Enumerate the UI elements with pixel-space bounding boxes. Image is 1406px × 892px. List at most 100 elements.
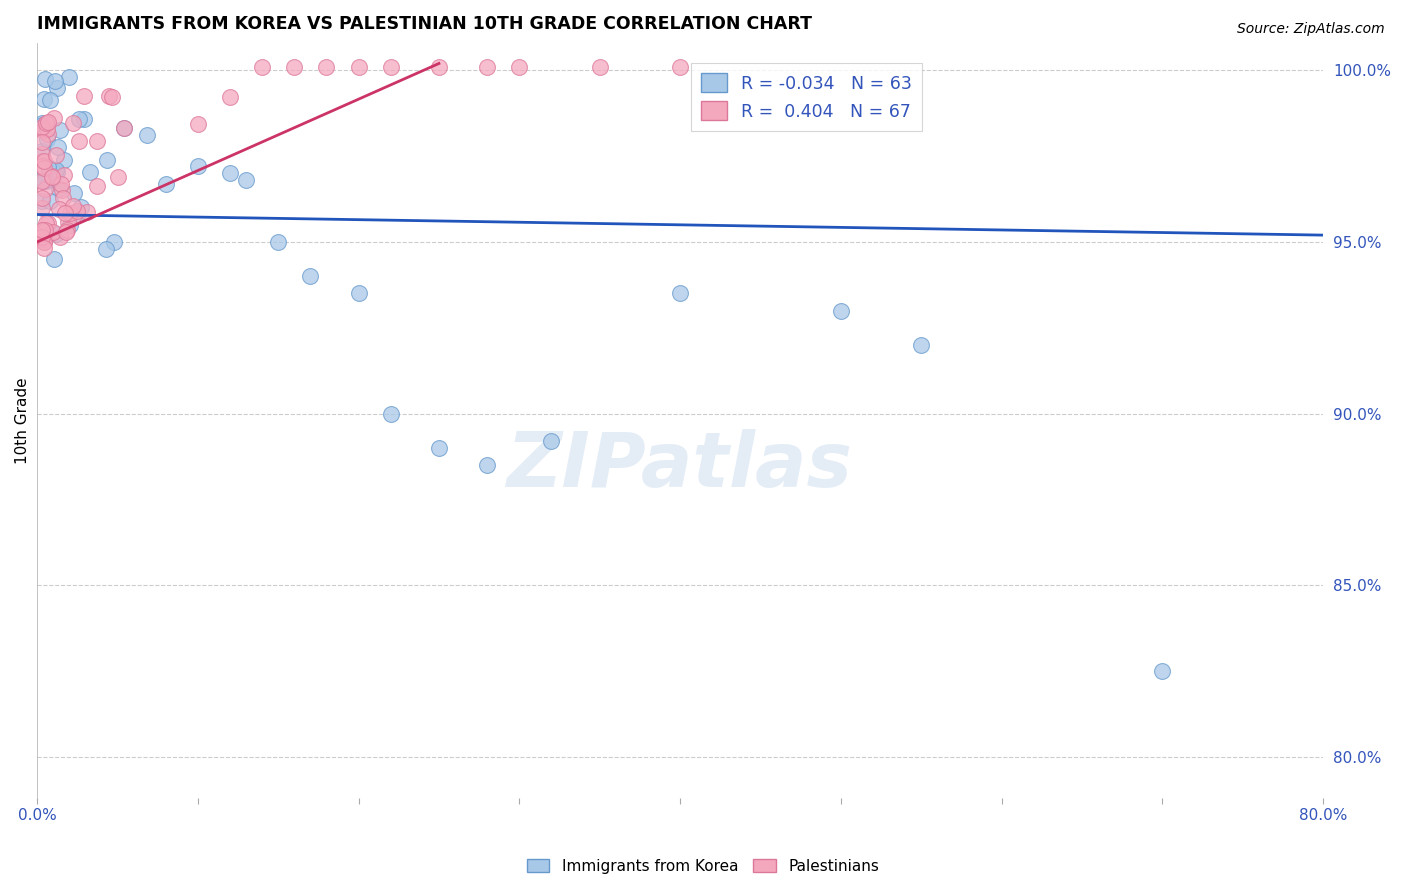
- Point: [35, 174, 58, 188]
- Point: [58, 70, 80, 84]
- Point: [73, 112, 96, 127]
- Point: [62, 199, 84, 213]
- Point: [187, 117, 209, 131]
- Point: [31, 191, 53, 205]
- Point: [910, 338, 932, 352]
- Point: [86, 178, 108, 193]
- Point: [31, 135, 53, 149]
- Point: [427, 441, 450, 455]
- Point: [67, 112, 90, 127]
- Point: [42, 167, 65, 181]
- Point: [347, 286, 370, 301]
- Point: [62, 116, 84, 130]
- Point: [59, 205, 82, 219]
- Point: [31, 194, 53, 208]
- Point: [67, 134, 90, 148]
- Point: [69, 200, 91, 214]
- Point: [52, 153, 75, 168]
- Point: [31, 147, 53, 161]
- Point: [540, 434, 562, 448]
- Point: [37, 115, 59, 129]
- Point: [35, 115, 58, 129]
- Point: [32, 174, 55, 188]
- Point: [39, 194, 62, 208]
- Point: [34, 71, 56, 86]
- Point: [31, 232, 53, 246]
- Point: [187, 160, 209, 174]
- Point: [112, 120, 135, 135]
- Point: [49, 123, 72, 137]
- Point: [46, 165, 69, 179]
- Text: ZIPatlas: ZIPatlas: [508, 429, 853, 503]
- Point: [39, 93, 62, 107]
- Point: [31, 160, 53, 174]
- Text: Source: ZipAtlas.com: Source: ZipAtlas.com: [1237, 22, 1385, 37]
- Point: [53, 169, 76, 183]
- Point: [44, 73, 66, 87]
- Point: [79, 165, 101, 179]
- Point: [235, 173, 257, 187]
- Point: [48, 182, 70, 196]
- Point: [42, 111, 65, 125]
- Point: [41, 225, 63, 239]
- Point: [32, 161, 55, 175]
- Point: [669, 60, 692, 74]
- Point: [347, 60, 370, 74]
- Point: [66, 208, 89, 222]
- Point: [49, 177, 72, 191]
- Point: [86, 134, 108, 148]
- Point: [31, 120, 53, 134]
- Point: [73, 89, 96, 103]
- Point: [66, 204, 89, 219]
- Point: [1152, 664, 1174, 678]
- Point: [51, 183, 73, 197]
- Point: [31, 171, 53, 186]
- Point: [37, 122, 59, 136]
- Point: [32, 241, 55, 255]
- Point: [45, 163, 67, 178]
- Point: [59, 218, 82, 232]
- Point: [48, 140, 70, 154]
- Y-axis label: 10th Grade: 10th Grade: [15, 377, 30, 464]
- Point: [136, 128, 159, 142]
- Point: [45, 227, 67, 242]
- Point: [32, 235, 55, 249]
- Point: [53, 205, 76, 219]
- Point: [31, 201, 53, 215]
- Point: [830, 303, 852, 318]
- Legend: Immigrants from Korea, Palestinians: Immigrants from Korea, Palestinians: [520, 853, 886, 880]
- Point: [32, 235, 55, 249]
- Point: [55, 225, 77, 239]
- Point: [32, 154, 55, 169]
- Point: [589, 60, 612, 74]
- Point: [31, 153, 53, 168]
- Point: [44, 252, 66, 266]
- Point: [31, 225, 53, 239]
- Point: [34, 223, 56, 237]
- Point: [32, 92, 55, 106]
- Point: [34, 181, 56, 195]
- Point: [31, 116, 53, 130]
- Point: [283, 60, 305, 74]
- Point: [37, 161, 59, 175]
- Point: [76, 204, 98, 219]
- Point: [41, 169, 63, 184]
- Point: [32, 123, 55, 137]
- Point: [475, 60, 498, 74]
- Point: [56, 215, 79, 229]
- Point: [31, 118, 53, 132]
- Point: [101, 90, 124, 104]
- Point: [35, 132, 58, 146]
- Point: [112, 120, 135, 135]
- Point: [35, 216, 58, 230]
- Point: [219, 166, 242, 180]
- Point: [97, 88, 120, 103]
- Point: [31, 144, 53, 158]
- Point: [103, 235, 125, 249]
- Point: [37, 127, 59, 141]
- Point: [39, 172, 62, 186]
- Point: [427, 60, 450, 74]
- Point: [315, 60, 337, 74]
- Point: [299, 269, 322, 284]
- Point: [380, 407, 402, 421]
